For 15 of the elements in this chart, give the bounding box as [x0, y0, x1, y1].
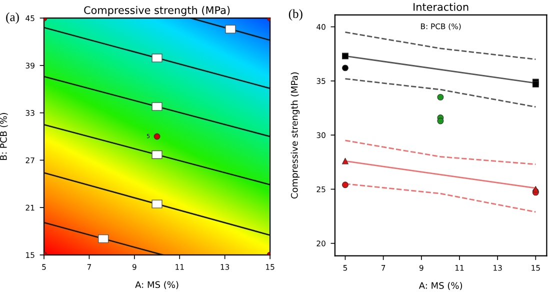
text: (a) [6, 12, 19, 24]
chart-title: Compressive strength (MPa) [84, 6, 230, 16]
point [342, 182, 348, 188]
y-axis-title: B: PCB (%) [0, 113, 8, 160]
point [437, 118, 444, 124]
x-axis-title: A: MS (%) [418, 282, 462, 290]
y-axis-title: Compressive strength (MPa) [290, 72, 300, 199]
x-axis-title: A: MS (%) [135, 281, 178, 290]
point [342, 64, 348, 72]
point [342, 158, 348, 164]
text: (b) [288, 9, 302, 21]
point [437, 94, 444, 100]
chart-title: Interaction [414, 2, 468, 11]
point [342, 52, 348, 60]
point [532, 186, 539, 192]
